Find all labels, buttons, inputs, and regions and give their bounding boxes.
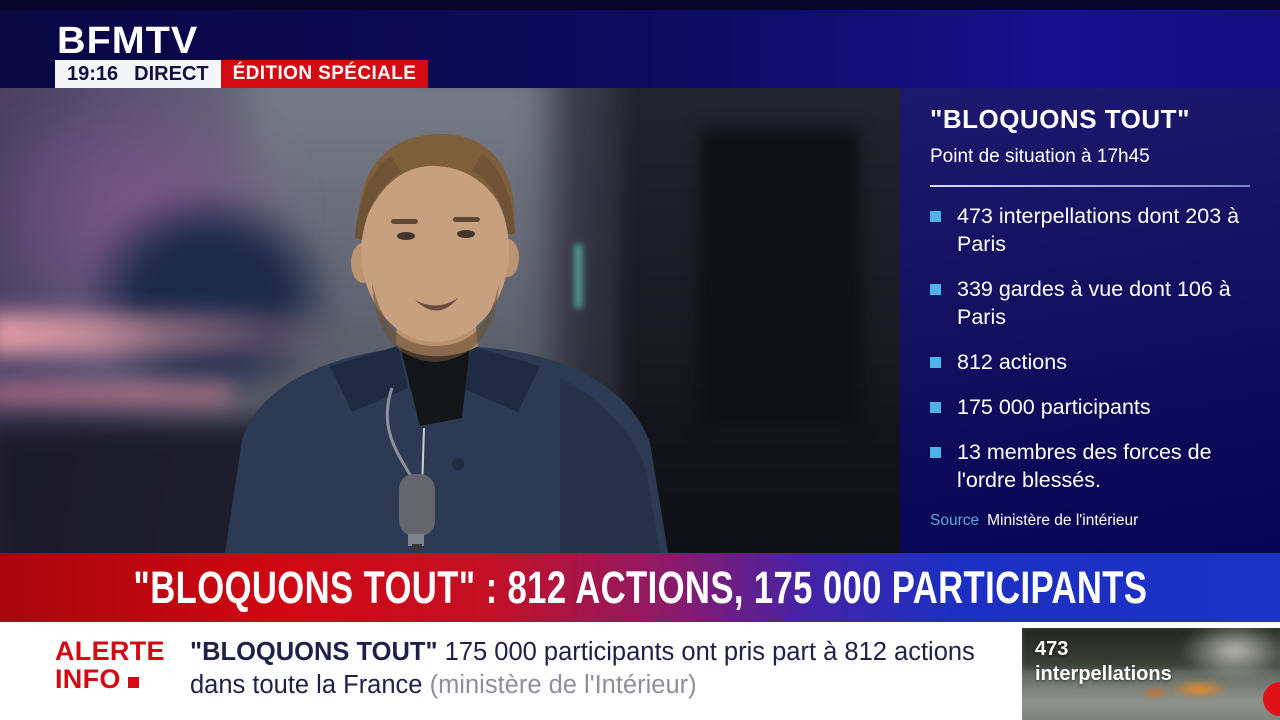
headline-text: "BLOQUONS TOUT" : 812 ACTIONS, 175 000 P… (133, 561, 1147, 613)
top-bar: BFMTV 19:16 DIRECT ÉDITION SPÉCIALE (0, 0, 1280, 88)
interview-guest (225, 133, 668, 553)
teal-glint (574, 244, 583, 308)
fact-text: 339 gardes à vue dont 106 à Paris (957, 276, 1231, 329)
news-line2-main: dans toute la France (190, 671, 423, 700)
square-bullet-icon (930, 283, 941, 295)
light-streak (0, 313, 320, 355)
square-bullet-icon (930, 446, 941, 458)
direct-label: DIRECT (134, 62, 209, 85)
source-line: Source Ministère de l'intérieur (930, 512, 1250, 530)
thumbnail-number: 473 (1035, 638, 1069, 660)
source-value: Ministère de l'intérieur (987, 511, 1139, 529)
badge-row: 19:16 DIRECT ÉDITION SPÉCIALE (55, 60, 429, 88)
promo-thumbnail: 473 interpellations (1022, 628, 1280, 720)
source-label: Source (930, 511, 980, 529)
fact-text: 13 membres des forces de l'ordre blessés… (957, 439, 1212, 492)
fact-item: 473 interpellations dont 203 à Paris (930, 203, 1250, 259)
fact-list: 473 interpellations dont 203 à Paris 339… (930, 203, 1250, 495)
panel-separator (930, 185, 1250, 187)
top-dark-strip (0, 0, 1280, 10)
bfmtv-logo: BFMTV (57, 20, 199, 62)
time-direct-badge: 19:16 DIRECT (55, 60, 221, 88)
edition-speciale-label: ÉDITION SPÉCIALE (232, 63, 417, 84)
red-square-icon (127, 676, 139, 688)
news-line-2: dans toute la France (ministère de l'Int… (190, 669, 975, 702)
bfmtv-circle-logo (1263, 682, 1280, 716)
info-panel: "BLOQUONS TOUT" Point de situation à 17h… (900, 88, 1280, 553)
fire-glow-2 (1140, 688, 1170, 698)
news-line2-source: (ministère de l'Intérieur) (429, 671, 697, 700)
alerte-info-label: ALERTE INFO (55, 636, 165, 694)
clock-time: 19:16 (67, 62, 119, 85)
fact-text: 473 interpellations dont 203 à Paris (957, 204, 1240, 256)
alerte-word: ALERTE (55, 636, 165, 666)
fact-item: 13 membres des forces de l'ordre blessés… (930, 439, 1250, 495)
panel-subtitle: Point de situation à 17h45 (930, 146, 1150, 167)
fact-item: 175 000 participants (930, 394, 1250, 422)
square-bullet-icon (930, 211, 941, 222)
headline-banner: "BLOQUONS TOUT" : 812 ACTIONS, 175 000 P… (0, 553, 1280, 622)
alert-band: ALERTE INFO "BLOQUONS TOUT" 175 000 part… (0, 622, 1280, 720)
microphone-icon (399, 474, 435, 553)
live-video-feed (0, 88, 900, 553)
fire-glow (1168, 680, 1230, 698)
square-bullet-icon (930, 356, 941, 368)
riot-police-silhouette (700, 128, 860, 428)
news-title-bold: "BLOQUONS TOUT" (190, 638, 438, 666)
fact-item: 812 actions (930, 349, 1250, 377)
news-line-1: "BLOQUONS TOUT" 175 000 participants ont… (190, 636, 975, 669)
fact-item: 339 gardes à vue dont 106 à Paris (930, 276, 1250, 332)
square-bullet-icon (930, 401, 941, 413)
thumbnail-word: interpellations (1035, 663, 1172, 685)
thumbnail-caption: 473 interpellations (1035, 637, 1172, 687)
police-helmet-silhouette (80, 188, 340, 408)
fact-text: 812 actions (957, 349, 1067, 374)
news-text: "BLOQUONS TOUT" 175 000 participants ont… (190, 636, 975, 702)
light-streak-2 (0, 382, 230, 408)
panel-title: "BLOQUONS TOUT" (930, 104, 1190, 134)
news-line1-rest: 175 000 participants ont pris part à 812… (444, 638, 975, 666)
smoke-cloud (1180, 628, 1280, 680)
fact-text: 175 000 participants (957, 394, 1151, 419)
info-word: INFO (55, 663, 121, 694)
edition-speciale-badge: ÉDITION SPÉCIALE (220, 60, 429, 88)
